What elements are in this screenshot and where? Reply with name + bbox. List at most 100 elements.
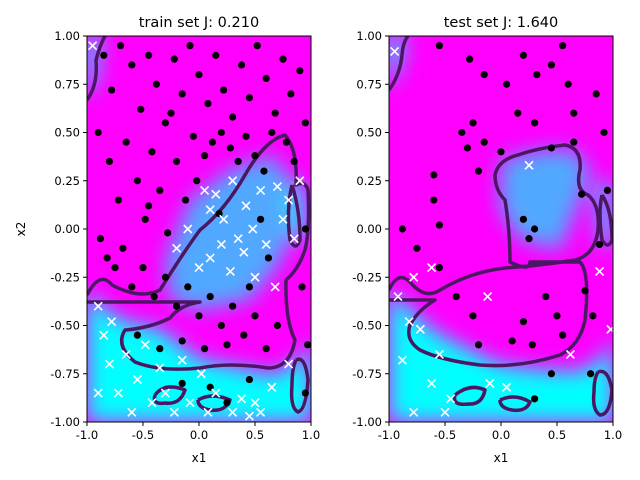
test-y-tick-label: -0.25 bbox=[352, 270, 382, 284]
train-point-class1 bbox=[170, 55, 178, 63]
test-point-class1 bbox=[547, 61, 556, 69]
train-point-class1 bbox=[206, 292, 214, 301]
test-point-class1 bbox=[519, 215, 528, 223]
train-point-class1 bbox=[271, 109, 279, 117]
test-point-class1 bbox=[592, 90, 600, 98]
train-point-class0 bbox=[205, 253, 215, 263]
test-point-class0 bbox=[434, 349, 444, 360]
train-point-class1 bbox=[145, 51, 153, 59]
test-point-class1 bbox=[564, 80, 572, 88]
train-point-class1 bbox=[201, 152, 209, 160]
test-point-class1 bbox=[435, 221, 443, 229]
train-point-class1 bbox=[186, 42, 194, 50]
train-y-tick-label: -1.00 bbox=[50, 415, 80, 429]
train-point-class1 bbox=[217, 321, 225, 330]
test-y-tick-label: 0.25 bbox=[356, 174, 382, 188]
test-point-class0 bbox=[565, 349, 576, 360]
train-y-tick-label: 0.75 bbox=[54, 77, 80, 91]
train-point-class0 bbox=[140, 340, 150, 350]
train-point-class1 bbox=[184, 283, 192, 291]
train-point-class0 bbox=[250, 398, 260, 408]
train-point-class0 bbox=[172, 243, 182, 253]
test-point-class0 bbox=[502, 382, 512, 392]
train-panel: -1.0 -0.5 0.0 0.5 1.0 -1.00 -0.75 -0.50 -0.25 0.… bbox=[14, 15, 320, 465]
test-x-ticks: -1.0 -0.5 0.0 0.5 1.0 bbox=[378, 422, 622, 442]
train-y-tick-label: -0.25 bbox=[50, 270, 80, 284]
train-point-class1 bbox=[156, 345, 164, 353]
train-point-class0 bbox=[244, 411, 254, 421]
train-point-class0 bbox=[127, 407, 137, 417]
train-point-class1 bbox=[234, 157, 242, 166]
train-x-tick-label: -0.5 bbox=[132, 428, 154, 442]
train-point-class0 bbox=[104, 359, 114, 369]
test-point-class1 bbox=[559, 42, 567, 50]
train-point-class0 bbox=[177, 355, 187, 365]
train-point-class1 bbox=[111, 264, 119, 272]
test-point-class1 bbox=[547, 144, 556, 152]
train-point-class1 bbox=[128, 283, 136, 291]
train-point-class1 bbox=[298, 283, 306, 291]
train-point-class1 bbox=[150, 292, 158, 301]
train-point-class1 bbox=[296, 67, 304, 75]
train-point-class0 bbox=[272, 181, 282, 192]
train-ylabel: x2 bbox=[14, 222, 28, 237]
test-point-class1 bbox=[528, 341, 536, 349]
train-point-class0 bbox=[228, 407, 238, 417]
train-point-class1 bbox=[217, 128, 225, 137]
train-point-class1 bbox=[257, 215, 265, 223]
train-point-class0 bbox=[284, 359, 294, 369]
train-point-class0 bbox=[185, 398, 195, 408]
train-point-class1 bbox=[204, 99, 212, 108]
test-point-class1 bbox=[570, 138, 578, 146]
test-decision-boundary bbox=[389, 36, 613, 417]
train-point-class1 bbox=[237, 61, 246, 69]
test-x-tick-label: -0.5 bbox=[434, 428, 456, 442]
train-point-class1 bbox=[290, 157, 298, 166]
train-point-class1 bbox=[220, 86, 228, 94]
train-point-class0 bbox=[121, 349, 131, 360]
train-point-class1 bbox=[152, 80, 161, 88]
train-point-class1 bbox=[137, 105, 145, 113]
train-point-class0 bbox=[132, 374, 142, 385]
train-point-class1 bbox=[245, 375, 253, 384]
test-x-tick-label: -1.0 bbox=[378, 428, 400, 442]
test-point-class1 bbox=[475, 341, 483, 349]
train-point-class1 bbox=[245, 94, 253, 102]
train-xlabel: x1 bbox=[192, 451, 207, 465]
test-point-class1 bbox=[531, 119, 539, 127]
train-point-class1 bbox=[128, 61, 136, 69]
test-point-class0 bbox=[606, 324, 613, 334]
train-point-class1 bbox=[117, 42, 125, 50]
test-y-tick-label: -1.00 bbox=[352, 415, 382, 429]
test-point-class0 bbox=[404, 317, 414, 327]
test-title: test set J: 1.640 bbox=[444, 15, 559, 31]
train-point-class0 bbox=[211, 388, 221, 398]
train-point-class1 bbox=[103, 254, 111, 262]
train-point-class0 bbox=[107, 317, 117, 327]
train-point-class1 bbox=[304, 341, 311, 349]
test-point-class1 bbox=[547, 370, 556, 378]
train-point-class0 bbox=[256, 407, 266, 417]
train-point-class1 bbox=[212, 51, 220, 59]
test-point-class1 bbox=[435, 42, 443, 50]
test-point-class1 bbox=[525, 235, 533, 243]
train-y-tick-label: 0.50 bbox=[54, 126, 80, 140]
train-point-class1 bbox=[229, 302, 237, 310]
train-point-class1 bbox=[139, 264, 147, 272]
test-point-class1 bbox=[589, 312, 597, 320]
test-point-class1 bbox=[519, 318, 528, 326]
test-y-ticks: -1.00 -0.75 -0.50 -0.25 0.00 0.25 0.50 0.75 1.00 bbox=[352, 29, 389, 429]
train-point-class1 bbox=[161, 119, 169, 127]
train-point-class0 bbox=[228, 176, 238, 186]
train-point-class1 bbox=[178, 379, 186, 387]
test-point-class1 bbox=[497, 148, 505, 156]
train-y-tick-label: -0.50 bbox=[50, 319, 80, 333]
test-y-tick-label: 0.00 bbox=[356, 222, 382, 236]
test-point-class0 bbox=[409, 407, 419, 417]
train-point-class0 bbox=[241, 201, 251, 211]
test-point-class0 bbox=[446, 394, 456, 404]
train-point-class1 bbox=[141, 215, 149, 223]
test-point-class1 bbox=[430, 196, 438, 204]
test-point-class1 bbox=[463, 144, 471, 152]
train-y-tick-label: 0.25 bbox=[54, 174, 80, 188]
